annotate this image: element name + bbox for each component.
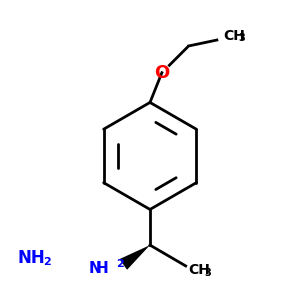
- Text: 3: 3: [238, 33, 245, 43]
- Text: O: O: [154, 64, 170, 82]
- Text: 3: 3: [204, 268, 211, 278]
- Text: 2: 2: [116, 259, 124, 269]
- Text: 2: 2: [44, 257, 51, 267]
- Text: H: H: [96, 261, 108, 276]
- Text: CH: CH: [189, 263, 211, 278]
- Polygon shape: [119, 245, 150, 270]
- Text: CH: CH: [223, 28, 245, 43]
- Text: N: N: [88, 261, 101, 276]
- Text: NH: NH: [17, 250, 45, 268]
